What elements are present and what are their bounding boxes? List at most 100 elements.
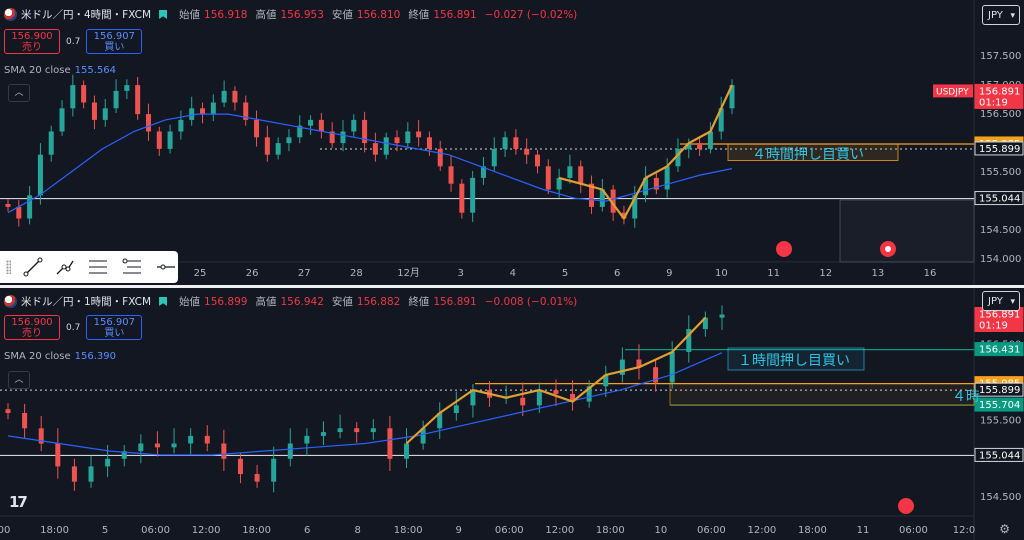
high-label: 高値 <box>255 296 277 308</box>
chart-plot-1h[interactable]: 156.500156.000155.500155.000154.5000018:… <box>0 288 1024 540</box>
price-tag-box <box>974 397 1024 412</box>
event-flag-icon <box>776 241 792 257</box>
candle-body <box>718 108 724 132</box>
time-tick-label: 12月 <box>397 267 420 279</box>
tradingview-logo: 17 <box>9 493 28 511</box>
candle-body <box>664 166 670 190</box>
candle-body <box>619 359 625 375</box>
candle-body <box>643 177 649 196</box>
candle-body <box>48 131 54 155</box>
bookmark-icon[interactable] <box>159 297 168 306</box>
parallel-channel-tool-icon[interactable] <box>87 257 109 277</box>
buy-button[interactable]: 156.907 買い <box>86 315 143 340</box>
time-tick-label: 4 <box>510 268 516 279</box>
candle-body <box>675 148 681 167</box>
settings-gear-icon[interactable]: ⚙ <box>999 522 1010 536</box>
candle-body <box>340 131 346 144</box>
time-tick-label: 18:00 <box>242 525 271 536</box>
candle-body <box>470 177 476 213</box>
candle-body <box>502 137 508 149</box>
candle-body <box>135 85 141 115</box>
change-value: −0.027 (−0.02%) <box>484 8 578 21</box>
annotation-box-1h <box>727 347 865 371</box>
buy-button[interactable]: 156.907 買い <box>86 29 143 54</box>
sma-legend-1h[interactable]: SMA 20 close 156.390 <box>4 351 116 362</box>
pullback-zone-4h <box>727 143 899 161</box>
zigzag-line <box>558 84 733 220</box>
candle-body <box>16 206 22 219</box>
time-tick-label: 11 <box>857 525 870 536</box>
candle-body <box>480 166 486 178</box>
candle-body <box>589 183 595 207</box>
open-value: 156.918 <box>204 8 248 21</box>
time-tick-label: 28 <box>350 268 363 279</box>
low-value: 156.810 <box>356 8 401 21</box>
price-tick-label: 155.500 <box>980 416 1021 427</box>
time-tick-label: 16 <box>924 268 937 279</box>
open-label: 始値 <box>179 9 201 21</box>
candle-body <box>27 195 33 219</box>
price-tag-value: 156.891 <box>979 86 1020 97</box>
sma-line <box>7 352 723 456</box>
price-tick-label: 154.000 <box>980 254 1021 265</box>
candle-body <box>632 195 638 219</box>
time-tick-label: 18:00 <box>596 525 625 536</box>
candle-body <box>534 154 540 167</box>
candle-body <box>102 108 108 120</box>
sma-line <box>7 113 733 214</box>
sell-button[interactable]: 156.900 売り <box>4 29 60 54</box>
time-tick-label: 06:00 <box>899 525 928 536</box>
price-tag-value: 155.899 <box>979 385 1020 396</box>
chart-pane-1h[interactable]: 156.500156.000155.500155.000154.5000018:… <box>0 288 1024 540</box>
event-flag-icon <box>898 498 914 514</box>
time-tick-label: 26 <box>246 268 259 279</box>
collapse-legend-icon[interactable]: ︿ <box>8 84 30 102</box>
candle-body <box>524 148 530 155</box>
horizontal-line-tool-icon[interactable] <box>155 257 177 277</box>
collapse-legend-icon[interactable]: ︿ <box>8 371 30 389</box>
currency-select[interactable]: JPY <box>982 291 1020 312</box>
candle-body <box>520 397 526 406</box>
buy-label: 買い <box>104 42 125 53</box>
pane-divider[interactable] <box>0 285 1024 289</box>
chart-pane-4h[interactable]: 157.500157.000156.500156.000155.500154.5… <box>0 0 1024 286</box>
chart-plot-4h[interactable]: 157.500157.000156.500156.000155.500154.5… <box>0 0 1024 286</box>
candle-body <box>22 413 28 429</box>
ray-tool-icon[interactable] <box>55 257 75 277</box>
symbol-title[interactable]: 米ドル／円・4時間・FXCM <box>21 9 152 21</box>
candle-body <box>470 390 476 406</box>
candle-body <box>232 90 238 103</box>
candle-body <box>586 386 592 402</box>
candle-body <box>370 428 376 433</box>
price-tick-label: 157.500 <box>980 51 1021 62</box>
trend-line-tool-icon[interactable] <box>23 257 43 277</box>
candle-body <box>287 443 293 459</box>
currency-flag-icon <box>4 8 17 21</box>
close-value: 156.891 <box>433 295 477 308</box>
price-tag-countdown: 01:19 <box>979 321 1008 332</box>
bookmark-icon[interactable] <box>159 10 168 19</box>
sma-legend-4h[interactable]: SMA 20 close 155.564 <box>4 65 116 76</box>
candle-body <box>372 143 378 155</box>
spread-value: 0.7 <box>66 36 81 47</box>
candle-body <box>653 367 659 383</box>
drag-handle-icon[interactable] <box>6 260 11 274</box>
time-tick-label: 18:00 <box>40 525 69 536</box>
fib-tool-icon[interactable] <box>121 257 143 277</box>
candle-body <box>154 443 160 448</box>
candle-body <box>188 435 194 444</box>
time-tick-label: 5 <box>562 268 568 279</box>
candle-body <box>304 435 310 444</box>
candle-body <box>105 458 111 467</box>
sell-button[interactable]: 156.900 売り <box>4 315 60 340</box>
candle-body <box>426 137 432 149</box>
currency-select[interactable]: JPY <box>982 5 1020 26</box>
candle-body <box>55 443 61 467</box>
candle-body <box>351 119 357 132</box>
candle-body <box>5 409 11 413</box>
candle-body <box>459 183 465 213</box>
time-tick-label: 06:00 <box>697 525 726 536</box>
candle-body <box>171 443 177 448</box>
symbol-title[interactable]: 米ドル／円・1時間・FXCM <box>21 296 152 308</box>
candle-body <box>320 432 326 436</box>
